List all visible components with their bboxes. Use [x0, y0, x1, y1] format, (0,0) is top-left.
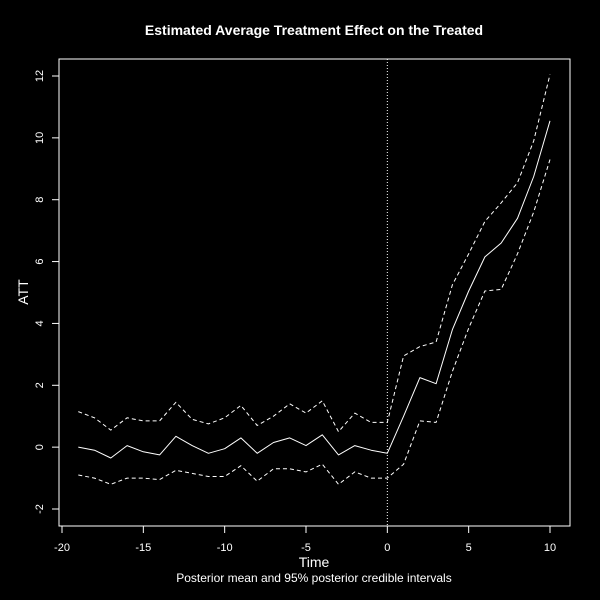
x-axis-label: Time: [299, 554, 330, 570]
y-tick-label: 10: [34, 132, 46, 144]
y-tick-label: 2: [34, 382, 46, 388]
x-tick-label: 0: [384, 542, 390, 554]
x-axis: -20 -15 -10 -5 0 5 10: [54, 525, 556, 554]
y-axis-label: ATT: [15, 279, 31, 305]
y-tick-label: 0: [34, 444, 46, 450]
y-tick-label: 4: [34, 320, 46, 326]
series-group: [78, 74, 551, 485]
y-tick-label: 6: [34, 259, 46, 265]
x-tick-label: 10: [544, 542, 556, 554]
posterior-mean-line: [78, 120, 551, 459]
y-tick-label: 12: [34, 70, 46, 82]
upper-interval-line: [78, 74, 551, 433]
y-tick-label: 8: [34, 197, 46, 203]
x-tick-label: 5: [466, 542, 472, 554]
chart-caption: Posterior mean and 95% posterior credibl…: [176, 571, 451, 585]
x-tick-label: -5: [301, 542, 311, 554]
lower-interval-line: [78, 159, 551, 485]
y-axis: -2 0 2 4 6 8 10 12: [34, 70, 60, 514]
plot-frame: [58, 58, 571, 527]
x-tick-label: -20: [54, 542, 70, 554]
chart-title: Estimated Average Treatment Effect on th…: [145, 22, 483, 38]
x-tick-label: -10: [217, 542, 233, 554]
y-tick-label: -2: [34, 504, 46, 514]
x-tick-label: -15: [135, 542, 151, 554]
